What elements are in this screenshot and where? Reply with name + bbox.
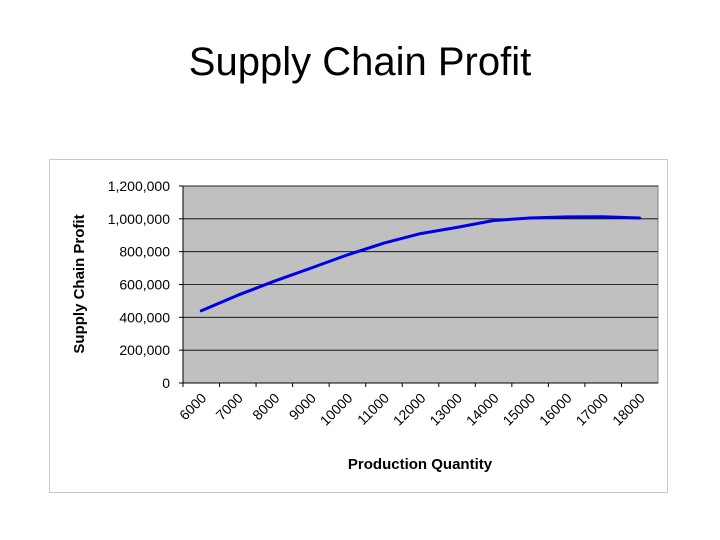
y-tick-label: 1,000,000 [108,211,170,227]
slide-title: Supply Chain Profit [188,40,532,84]
series-line [199,215,642,313]
x-tick-label: 11000 [354,390,392,428]
y-tick-label: 200,000 [119,342,170,358]
x-tick-label: 17000 [572,390,611,429]
x-axis-title: Production Quantity [348,456,493,473]
series-layer [199,215,642,313]
x-tick-label: 14000 [463,390,502,429]
y-axis-title: Supply Chain Profit [71,214,88,353]
x-tick-labels: 6000 7000 8000 9000100001100012000130001400… [176,383,648,429]
y-tick-label: 400,000 [119,309,170,325]
x-tick-label: 16000 [536,390,575,429]
x-tick-label: 13000 [426,390,465,429]
x-tick-label: 8000 [249,390,282,423]
x-tick-label: 7000 [213,390,246,423]
x-tick-label: 6000 [176,390,209,423]
y-tick-label: 0 [162,375,170,391]
x-tick-label: 12000 [390,390,429,429]
gridlines [179,185,658,384]
x-tick-label: 9000 [286,390,319,423]
x-tick-label: 18000 [609,390,648,429]
y-tick-labels: 0 200,000 400,000 600,000 800,000 1,000,000 1,… [108,178,171,391]
y-tick-label: 800,000 [119,244,170,260]
x-tick-label: 15000 [499,390,538,429]
y-tick-label: 1,200,000 [108,178,170,194]
x-tick-label: 10000 [317,390,356,429]
y-tick-label: 600,000 [119,277,170,293]
